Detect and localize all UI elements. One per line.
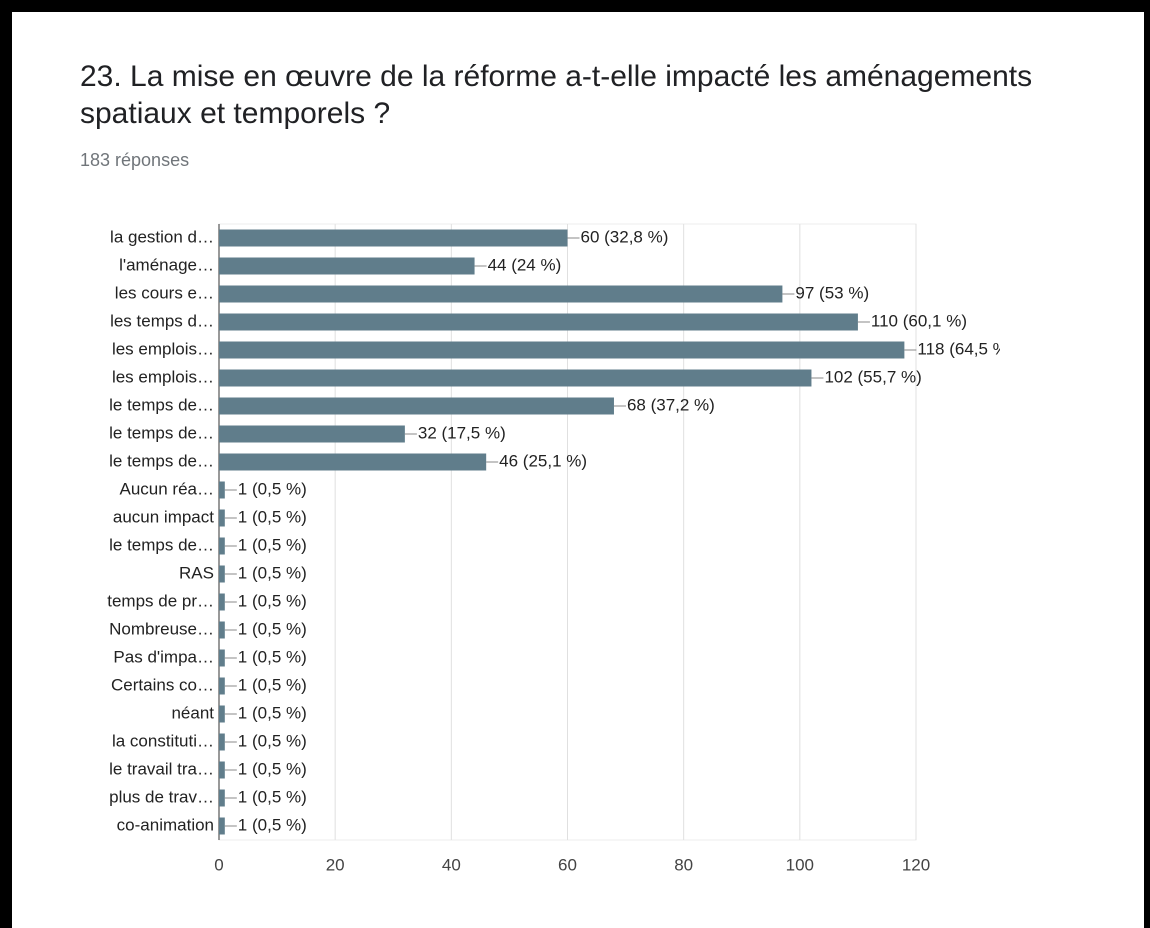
y-tick-label: les temps d… — [110, 311, 214, 330]
bar — [219, 649, 225, 667]
y-tick-label: les emplois… — [112, 367, 214, 386]
bar — [219, 677, 225, 695]
marks: la gestion d… 60 (32,8 %) l'aménage… 44 (24… — [107, 227, 1013, 835]
y-tick-label: la constituti… — [112, 731, 214, 750]
y-tick-label: aucun impact — [113, 507, 214, 526]
data-label: 68 (37,2 %) — [627, 395, 715, 414]
data-label: 46 (25,1 %) — [499, 451, 587, 470]
data-label: 1 (0,5 %) — [238, 731, 307, 750]
data-label: 1 (0,5 %) — [238, 535, 307, 554]
data-label: 1 (0,5 %) — [238, 647, 307, 666]
x-tick-label: 80 — [674, 855, 693, 874]
y-tick-label: le temps de… — [109, 451, 214, 470]
data-label: 1 (0,5 %) — [238, 619, 307, 638]
bar — [219, 397, 614, 415]
bar — [219, 565, 225, 583]
bar — [219, 789, 225, 807]
y-tick-label: temps de pr… — [107, 591, 214, 610]
y-tick-label: Nombreuse… — [109, 619, 214, 638]
data-label: 32 (17,5 %) — [418, 423, 506, 442]
data-label: 1 (0,5 %) — [238, 703, 307, 722]
y-tick-label: Pas d'impa… — [113, 647, 214, 666]
y-tick-label: le temps de… — [109, 535, 214, 554]
data-label: 1 (0,5 %) — [238, 675, 307, 694]
bar — [219, 537, 225, 555]
y-tick-label: le temps de… — [109, 395, 214, 414]
x-tick-label: 60 — [558, 855, 577, 874]
y-tick-label: les emplois… — [112, 339, 214, 358]
y-tick-label: plus de trav… — [109, 787, 214, 806]
y-tick-label: les cours e… — [115, 283, 214, 302]
bar — [219, 285, 783, 303]
y-tick-label: Certains co… — [111, 675, 214, 694]
bar — [219, 761, 225, 779]
data-label: 44 (24 %) — [488, 255, 562, 274]
y-tick-label: l'aménage… — [119, 255, 214, 274]
bar — [219, 733, 225, 751]
bar — [219, 509, 225, 527]
data-label: 1 (0,5 %) — [238, 815, 307, 834]
bar — [219, 229, 568, 247]
bar — [219, 453, 487, 471]
x-tick-label: 20 — [326, 855, 345, 874]
bar — [219, 593, 225, 611]
x-tick-label: 100 — [786, 855, 814, 874]
x-tick-label: 0 — [214, 855, 223, 874]
bar — [219, 369, 812, 387]
y-tick-label: le travail tra… — [109, 759, 214, 778]
y-tick-label: RAS — [179, 563, 214, 582]
bar — [219, 481, 225, 499]
y-tick-label: co-animation — [117, 815, 214, 834]
bar — [219, 705, 225, 723]
data-label: 1 (0,5 %) — [238, 507, 307, 526]
data-label: 102 (55,7 %) — [824, 367, 921, 386]
data-label: 97 (53 %) — [795, 283, 869, 302]
data-label: 1 (0,5 %) — [238, 479, 307, 498]
bar — [219, 313, 858, 331]
y-tick-label: la gestion d… — [110, 227, 214, 246]
x-tick-label: 40 — [442, 855, 461, 874]
x-tick-label: 120 — [902, 855, 930, 874]
data-label: 118 (64,5 %) — [917, 339, 1013, 358]
bar — [219, 817, 225, 835]
y-tick-label: néant — [171, 703, 214, 722]
data-label: 1 (0,5 %) — [238, 563, 307, 582]
data-label: 1 (0,5 %) — [238, 759, 307, 778]
card: 23. La mise en œuvre de la réforme a-t-e… — [12, 12, 1144, 928]
y-tick-label: le temps de… — [109, 423, 214, 442]
bar — [219, 341, 905, 359]
response-count: 183 réponses — [80, 150, 190, 170]
data-label: 110 (60,1 %) — [871, 311, 967, 330]
data-label: 1 (0,5 %) — [238, 591, 307, 610]
question-title: 23. La mise en œuvre de la réforme a-t-e… — [80, 60, 1033, 130]
data-label: 60 (32,8 %) — [581, 227, 669, 246]
bar — [219, 425, 405, 443]
bar — [219, 257, 475, 275]
bar — [219, 621, 225, 639]
y-tick-label: Aucun réa… — [120, 479, 215, 498]
data-label: 1 (0,5 %) — [238, 787, 307, 806]
